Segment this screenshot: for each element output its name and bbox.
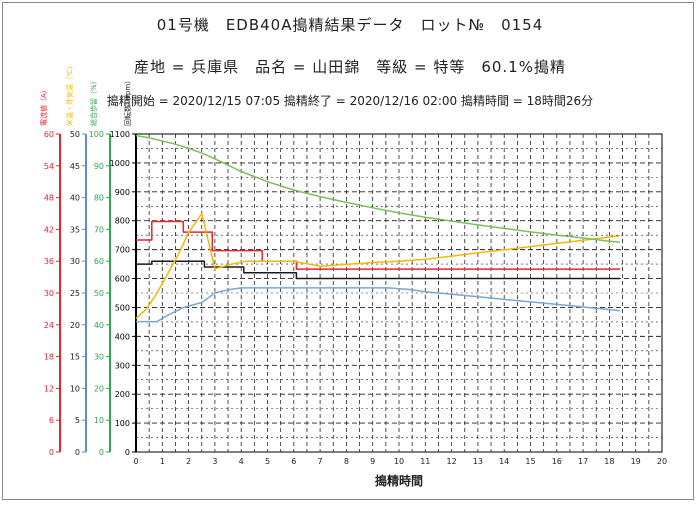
current-tick-label: 48	[44, 194, 54, 203]
x-tick-label: 19	[631, 457, 641, 466]
ratio-tick-label: 90	[94, 162, 104, 171]
ratio-tick-label: 0	[99, 448, 104, 457]
x-tick-label: 10	[394, 457, 404, 466]
current-tick-label: 18	[44, 353, 54, 362]
temp-tick-label: 0	[75, 448, 80, 457]
temp-tick-label: 50	[70, 130, 80, 139]
x-tick-label: 3	[212, 457, 217, 466]
x-tick-label: 8	[344, 457, 349, 466]
current-tick-label: 12	[44, 384, 54, 393]
current-tick-label: 54	[44, 162, 54, 171]
rpm-tick-label: 500	[115, 303, 130, 312]
temp-tick-label: 25	[70, 289, 80, 298]
temp-tick-label: 5	[75, 416, 80, 425]
x-tick-label: 11	[420, 457, 430, 466]
current-series	[136, 220, 620, 270]
x-tick-label: 16	[552, 457, 562, 466]
temp-tick-label: 35	[70, 225, 80, 234]
rpm-tick-label: 800	[115, 217, 130, 226]
current-tick-label: 6	[49, 416, 54, 425]
x-tick-label: 15	[525, 457, 535, 466]
x-tick-label: 6	[291, 457, 296, 466]
x-tick-label: 7	[318, 457, 323, 466]
x-tick-label: 17	[578, 457, 588, 466]
rpm-tick-label: 1000	[110, 159, 130, 168]
rpm-tick-label: 1100	[110, 130, 130, 139]
x-tick-label: 12	[447, 457, 457, 466]
ratio-tick-label: 10	[94, 416, 104, 425]
current-axis-title: 電流値（A）	[39, 86, 48, 126]
rpm-tick-label: 200	[115, 390, 130, 399]
chart-info: 搗精開始 = 2020/12/15 07:05 搗精終了 = 2020/12/1…	[106, 94, 594, 108]
ratio-axis-title: 総合歩留（%）	[89, 77, 98, 126]
x-tick-label: 20	[657, 457, 667, 466]
x-tick-label: 18	[604, 457, 614, 466]
temp-tick-label: 15	[70, 353, 80, 362]
x-tick-label: 5	[265, 457, 270, 466]
current-tick-label: 60	[44, 130, 54, 139]
rpm-axis-title: 回転数（rpm）	[123, 77, 132, 126]
ratio-tick-label: 60	[94, 257, 104, 266]
current-tick-label: 42	[44, 225, 54, 234]
air-temp-series	[136, 287, 620, 323]
ratio-tick-label: 80	[94, 194, 104, 203]
temp-tick-label: 20	[70, 321, 80, 330]
ratio-tick-label: 20	[94, 384, 104, 393]
rpm-tick-label: 100	[115, 419, 130, 428]
rpm-tick-label: 900	[115, 188, 130, 197]
temp-tick-label: 45	[70, 162, 80, 171]
ratio-tick-label: 70	[94, 225, 104, 234]
temp-tick-label: 10	[70, 384, 80, 393]
current-tick-label: 0	[49, 448, 54, 457]
ratio-tick-label: 100	[89, 130, 104, 139]
temp-tick-label: 30	[70, 257, 80, 266]
rpm-tick-label: 0	[125, 448, 130, 457]
temp-axis-title: 米温・外気温（℃）	[65, 62, 74, 126]
x-tick-label: 0	[133, 457, 138, 466]
x-tick-label: 2	[186, 457, 191, 466]
current-tick-label: 24	[44, 321, 54, 330]
temp-tick-label: 40	[70, 194, 80, 203]
current-tick-label: 30	[44, 289, 54, 298]
rpm-tick-label: 700	[115, 246, 130, 255]
chart-subtitle: 産地 = 兵庫県 品名 = 山田錦 等級 = 特等 60.1%搗精	[134, 58, 566, 76]
x-tick-label: 9	[370, 457, 375, 466]
ratio-tick-label: 30	[94, 353, 104, 362]
rice-temp-series	[135, 212, 620, 319]
x-tick-label: 14	[499, 457, 509, 466]
chart-title: 01号機 EDB40A搗精結果データ ロット№ 0154	[156, 16, 544, 34]
rpm-tick-label: 400	[115, 332, 130, 341]
ratio-tick-label: 40	[94, 321, 104, 330]
rpm-tick-label: 300	[115, 361, 130, 370]
x-tick-label: 13	[473, 457, 483, 466]
rpm-tick-label: 600	[115, 275, 130, 284]
current-tick-label: 36	[44, 257, 54, 266]
yield-series	[135, 134, 620, 243]
x-tick-label: 4	[239, 457, 244, 466]
ratio-tick-label: 50	[94, 289, 104, 298]
x-tick-label: 1	[160, 457, 165, 466]
x-axis-title: 搗精時間	[375, 473, 423, 488]
